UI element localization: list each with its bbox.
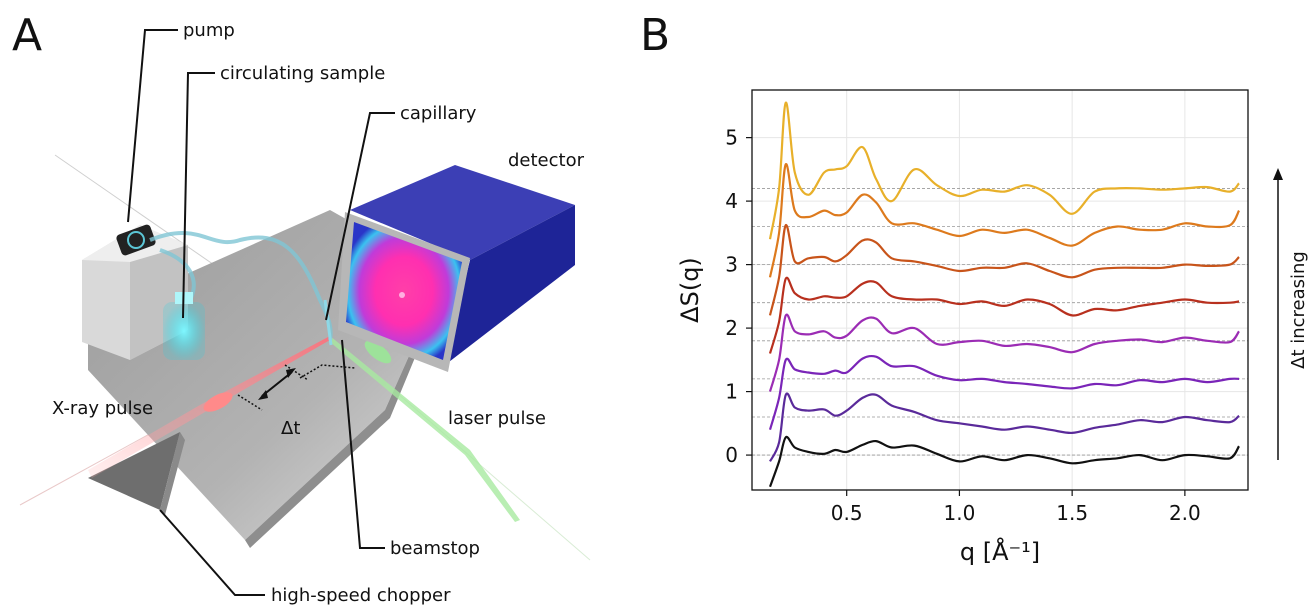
detector-screen [346, 222, 462, 360]
panel-a-letter: A [12, 10, 43, 61]
label-xray-pulse: X-ray pulse [52, 398, 153, 419]
pump-rotor [127, 231, 145, 249]
y-tick-label: 2 [725, 316, 738, 340]
plot-frame [751, 89, 1249, 491]
detector-side [445, 205, 575, 365]
label-chopper: high-speed chopper [271, 585, 451, 606]
label-pump: pump [183, 20, 235, 41]
laser-path-bracket [299, 364, 356, 379]
detector-top [350, 165, 575, 260]
label-laser-pulse: laser pulse [448, 408, 546, 429]
y-tick-label: 1 [725, 380, 738, 404]
x-tick-label: 2.0 [1169, 501, 1201, 525]
series-line-1 [769, 392, 1240, 462]
label-circulating-sample: circulating sample [220, 63, 385, 84]
xray-pulse-shape [203, 392, 233, 412]
laser-pulse-shape [364, 340, 392, 364]
series-line-5 [768, 224, 1240, 316]
series-line-2 [768, 354, 1240, 430]
plot-grid [752, 90, 1248, 490]
label-delta-t: Δt [281, 418, 300, 439]
beam-center [399, 292, 405, 298]
delta-t-arrow [261, 371, 293, 397]
delta-t-bracket [237, 394, 263, 411]
series-line-6 [768, 163, 1240, 278]
capillary-leader [325, 112, 395, 321]
experiment-schematic: pump circulating sample capillary detect… [19, 20, 591, 606]
label-capillary: capillary [400, 103, 477, 124]
series-line-3 [768, 313, 1240, 392]
difference-scattering-plot: 0.5 1.0 1.5 2.0 0 1 2 3 4 5 q [Å⁻¹] ΔS(q) Δt inc… [676, 89, 1309, 566]
series-line-7 [768, 101, 1240, 240]
y-tick-label: 5 [725, 126, 738, 150]
x-axis-label: q [Å⁻¹] [960, 537, 1040, 566]
delta-t-increasing-arrowhead [1273, 168, 1283, 180]
x-tick-label: 1.0 [944, 501, 976, 525]
delta-t-arrowhead [258, 390, 268, 400]
delta-t-increasing-label: Δt increasing [1288, 251, 1309, 369]
panel-b-letter: B [640, 10, 671, 61]
y-axis-label: ΔS(q) [676, 257, 704, 323]
chopper-wedge [88, 432, 180, 510]
y-tick-label: 4 [725, 189, 738, 213]
x-axis-ticks: 0.5 1.0 1.5 2.0 [831, 490, 1201, 525]
chopper-side [160, 432, 185, 515]
pump-leader [127, 29, 178, 223]
plot-series [768, 101, 1240, 488]
chopper-leader [159, 509, 265, 596]
pump-head [116, 224, 156, 256]
series-line-4 [768, 276, 1240, 354]
x-tick-label: 0.5 [831, 501, 863, 525]
sample-bottle [163, 302, 205, 360]
label-detector: detector [508, 150, 585, 171]
x-tick-label: 1.5 [1056, 501, 1088, 525]
beamstop-leader [341, 339, 385, 549]
sample-leader [182, 72, 215, 319]
laser-beam [330, 336, 520, 522]
y-tick-label: 3 [725, 253, 738, 277]
y-axis-ticks: 0 1 2 3 4 5 [725, 126, 752, 467]
plot-baselines [752, 188, 1248, 456]
delta-t-arrowhead [286, 368, 296, 378]
y-tick-label: 0 [725, 443, 738, 467]
series-line-0 [768, 435, 1240, 488]
capillary [323, 299, 333, 346]
label-beamstop: beamstop [390, 538, 480, 559]
delta-t-bracket [284, 364, 309, 381]
